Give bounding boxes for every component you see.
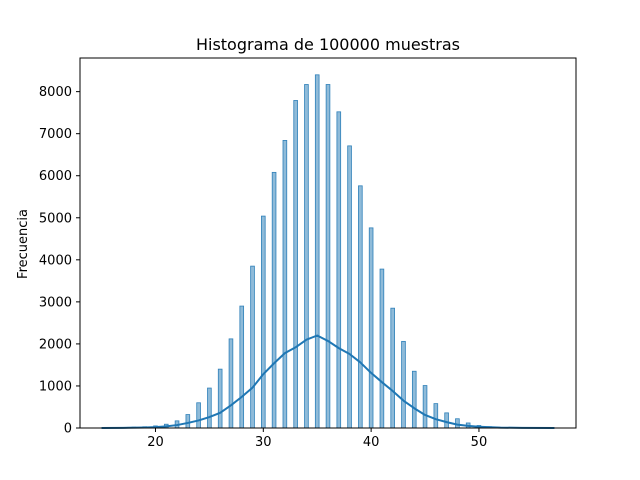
histogram-bar-12 <box>228 338 234 429</box>
plot-frame <box>79 57 577 429</box>
y-tick-label-0: 0 <box>64 422 72 437</box>
y-axis-label: Frecuencia <box>16 209 31 279</box>
histogram-bar-28 <box>401 340 406 429</box>
histogram-bar-29 <box>411 370 417 429</box>
histogram-bar-10 <box>207 387 212 429</box>
kde-line <box>101 334 555 429</box>
y-tick-label-2000: 2000 <box>39 337 72 352</box>
histogram-bar-23 <box>347 145 352 429</box>
y-tick-label-8000: 8000 <box>39 85 72 100</box>
histogram-bar-9 <box>196 402 201 429</box>
histogram-bar-22 <box>336 111 342 429</box>
histogram-bar-31 <box>433 403 439 429</box>
histogram-bar-15 <box>261 215 266 429</box>
histogram-bar-8 <box>185 414 191 429</box>
histogram-bar-21 <box>325 84 331 429</box>
x-tick-label-40: 40 <box>363 435 380 450</box>
bars-layer <box>99 74 557 429</box>
kde-layer <box>101 334 555 429</box>
x-tick-label-50: 50 <box>471 435 488 450</box>
x-tick-label-20: 20 <box>147 435 164 450</box>
histogram-bar-19 <box>304 84 309 429</box>
histogram-bar-17 <box>282 140 288 429</box>
histogram-bar-18 <box>293 100 298 429</box>
histogram-bar-27 <box>390 307 395 429</box>
histogram-bar-14 <box>250 265 255 429</box>
histogram-bar-20 <box>314 74 320 429</box>
x-tick-label-30: 30 <box>255 435 272 450</box>
y-tick-label-4000: 4000 <box>39 253 72 268</box>
histogram-bar-25 <box>368 227 374 429</box>
y-tick-label-1000: 1000 <box>39 379 72 394</box>
histogram-bar-24 <box>358 185 363 429</box>
y-tick-label-6000: 6000 <box>39 169 72 184</box>
histogram-bar-30 <box>422 385 428 429</box>
chart-title: Histograma de 100000 muestras <box>196 35 460 54</box>
histogram-bar-13 <box>239 305 245 429</box>
histogram-bar-32 <box>444 412 449 429</box>
y-tick-label-5000: 5000 <box>39 211 72 226</box>
histogram-bar-11 <box>217 368 223 429</box>
histogram-bar-26 <box>379 268 385 429</box>
y-axis: 0 1000 2000 3000 4000 5000 6000 7000 8000 <box>39 85 80 437</box>
y-tick-label-7000: 7000 <box>39 127 72 142</box>
x-axis: 20 30 40 50 <box>147 428 487 450</box>
histogram-bar-16 <box>271 171 277 429</box>
y-tick-label-3000: 3000 <box>39 295 72 310</box>
